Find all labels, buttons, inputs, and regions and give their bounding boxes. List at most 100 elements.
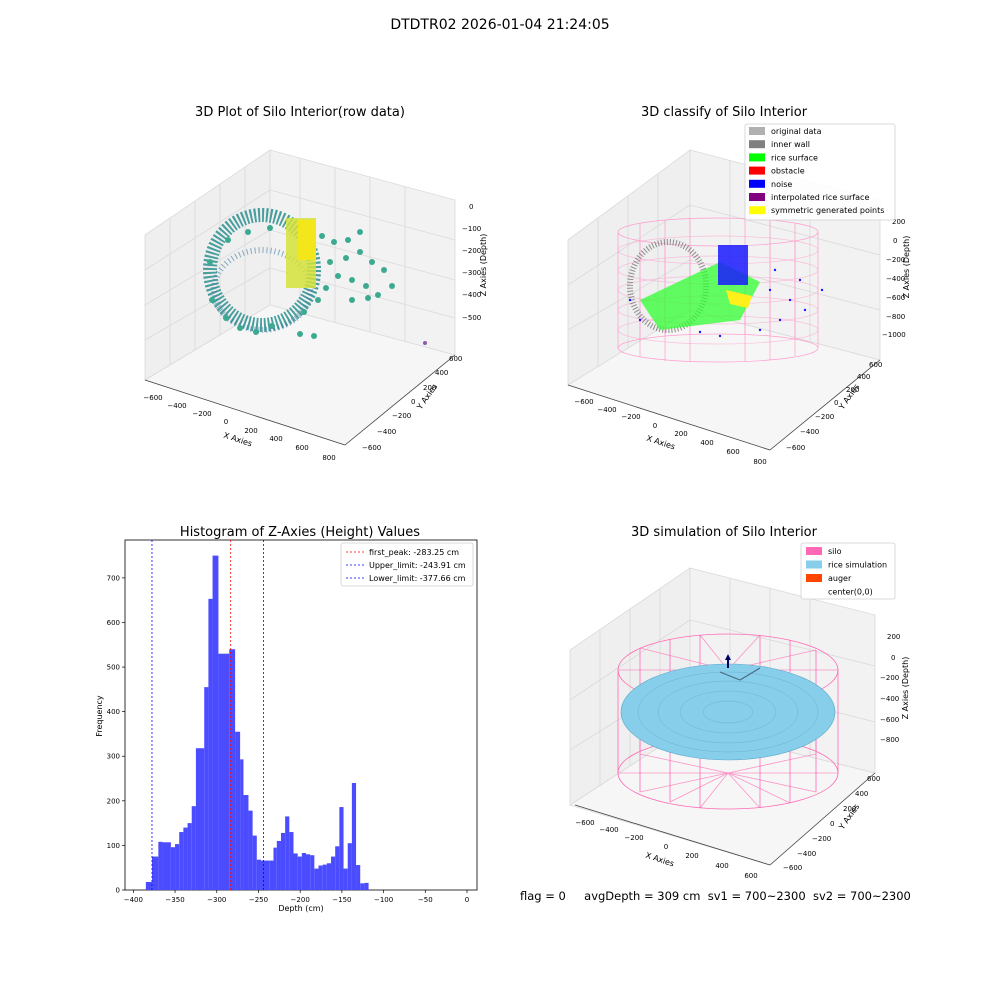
raw-x-axis xyxy=(144,379,346,446)
raw-x-tick: −600 xyxy=(143,394,162,402)
histogram-x-tick-label: −250 xyxy=(249,896,268,904)
classify-legend-label: obstacle xyxy=(771,167,805,176)
raw-wall-inner-band xyxy=(211,247,313,333)
simulation-legend: silo rice simulation auger center(0,0) xyxy=(800,542,896,600)
histogram-bar xyxy=(260,860,270,890)
raw-z-tick: −200 xyxy=(462,247,481,255)
histogram-legend-label: first_peak: -283.25 cm xyxy=(369,548,459,557)
simulation-legend-label: auger xyxy=(828,574,852,583)
histogram-bar xyxy=(343,868,348,890)
histogram-bar xyxy=(208,598,213,890)
classify-z-tick: −400 xyxy=(886,275,905,283)
raw-peak-top xyxy=(298,220,316,260)
classify-y-tick: −400 xyxy=(800,428,819,436)
raw-y-tick: 200 xyxy=(423,384,436,392)
flag-status: flag = 0 xyxy=(520,889,566,903)
simulation-z-label: Z Axies (Depth) xyxy=(901,657,910,720)
histogram-bar xyxy=(240,759,244,890)
classify-y-tick: 400 xyxy=(857,373,870,381)
classify-legend-swatch xyxy=(749,140,765,149)
simulation-auger-path xyxy=(719,667,761,681)
simulation-legend-swatch xyxy=(806,574,822,582)
classify-z-tick: −200 xyxy=(886,256,905,264)
simulation-legend-label: center(0,0) xyxy=(828,588,873,597)
simulation-y-tick: −600 xyxy=(783,864,802,872)
classify-y-tick: −600 xyxy=(786,444,805,452)
simulation-3d-panel: 3D simulation of Silo Interior xyxy=(569,525,910,880)
histogram-bar xyxy=(152,856,159,890)
classify-legend-swatch xyxy=(749,179,765,188)
simulation-legend-swatch xyxy=(806,587,822,596)
histogram-bar xyxy=(235,731,241,890)
classify-panel-title: 3D classify of Silo Interior xyxy=(641,105,808,120)
histogram-bar xyxy=(175,844,180,890)
raw-x-tick: 200 xyxy=(244,427,257,435)
classify-x-tick: −200 xyxy=(621,413,640,421)
raw-z-tick: −300 xyxy=(462,269,481,277)
raw-x-tick: 800 xyxy=(322,454,335,462)
histogram-bar xyxy=(356,865,361,890)
histogram-title: Histogram of Z-Axies (Height) Values xyxy=(180,525,420,540)
classify-symmetric-points xyxy=(726,290,752,308)
histogram-bar xyxy=(256,859,261,890)
histogram-bar xyxy=(306,854,311,890)
histogram-bar xyxy=(310,855,315,890)
simulation-x-tick: 200 xyxy=(685,852,698,860)
histogram-bar xyxy=(314,868,319,890)
classify-y-tick: 600 xyxy=(869,361,882,369)
histogram-y-tick-label: 400 xyxy=(107,708,120,716)
classify-x-ticks: −600 −400 −200 0 200 400 600 800 xyxy=(574,398,766,466)
raw-z-label: Z Axies (Depth) xyxy=(479,234,488,297)
histogram-bar xyxy=(293,853,298,890)
raw-y-tick: 600 xyxy=(449,355,462,363)
simulation-z-tick: −600 xyxy=(880,716,899,724)
simulation-x-tick: 600 xyxy=(744,872,757,880)
simulation-x-tick: −600 xyxy=(575,819,594,827)
simulation-x-tick: −400 xyxy=(599,826,618,834)
histogram-y-label: Frequency xyxy=(95,695,104,737)
raw-y-tick: −200 xyxy=(392,412,411,420)
simulation-y-ticks: −600 −400 −200 0 200 400 600 xyxy=(783,775,880,872)
histogram-bar xyxy=(145,881,153,890)
raw-y-axis xyxy=(344,354,456,446)
histogram-legend: first_peak: -283.25 cm Upper_limit: -243.… xyxy=(340,542,474,587)
simulation-y-axis xyxy=(769,772,876,866)
raw-z-tick: 0 xyxy=(469,203,473,211)
histogram-bar xyxy=(158,841,163,890)
histogram-bar xyxy=(297,856,302,890)
classify-x-tick: 400 xyxy=(700,439,713,447)
histogram-y-tick-label: 700 xyxy=(107,574,120,582)
simulation-z-tick: 0 xyxy=(891,654,895,662)
raw-y-tick: 0 xyxy=(411,398,415,406)
simulation-y-tick: 600 xyxy=(867,775,880,783)
histogram-bar xyxy=(229,649,236,890)
sv2-status: sv2 = 700~2300 xyxy=(812,889,911,903)
raw-x-tick: −200 xyxy=(192,410,211,418)
histogram-bar xyxy=(326,863,332,890)
classify-z-tick: 0 xyxy=(893,237,897,245)
simulation-legend-items: silo rice simulation auger center(0,0) xyxy=(806,547,887,597)
histogram-y-tick-label: 500 xyxy=(107,664,120,672)
histogram-x-ticks: −400 −350 −300 −250 −200 −150 −100 −50 0 xyxy=(124,890,469,904)
histogram-bar xyxy=(331,856,336,890)
classify-y-tick: 0 xyxy=(834,399,838,407)
histogram-bar xyxy=(285,816,290,890)
histogram-x-tick-label: −350 xyxy=(165,896,184,904)
histogram-bar xyxy=(347,843,352,890)
classify-legend-swatch xyxy=(749,166,765,175)
classify-z-tick: 200 xyxy=(892,218,905,226)
raw-z-ticks: 0 −100 −200 −300 −400 −500 xyxy=(462,203,481,322)
classify-3d-panel: 3D classify of Silo Interior xyxy=(567,105,911,466)
simulation-x-tick: −200 xyxy=(624,834,643,842)
histogram-bar xyxy=(318,865,323,890)
classify-x-label: X Axies xyxy=(645,434,676,452)
histogram-bar xyxy=(335,846,340,890)
raw-y-tick: −400 xyxy=(377,428,396,436)
histogram-bar xyxy=(212,555,219,890)
histogram-bar xyxy=(273,847,277,890)
raw-x-ticks: −600 −400 −200 0 200 400 600 800 xyxy=(143,394,335,462)
simulation-y-tick: 400 xyxy=(855,790,868,798)
histogram-bar xyxy=(276,840,281,890)
classify-y-tick: 200 xyxy=(846,386,859,394)
